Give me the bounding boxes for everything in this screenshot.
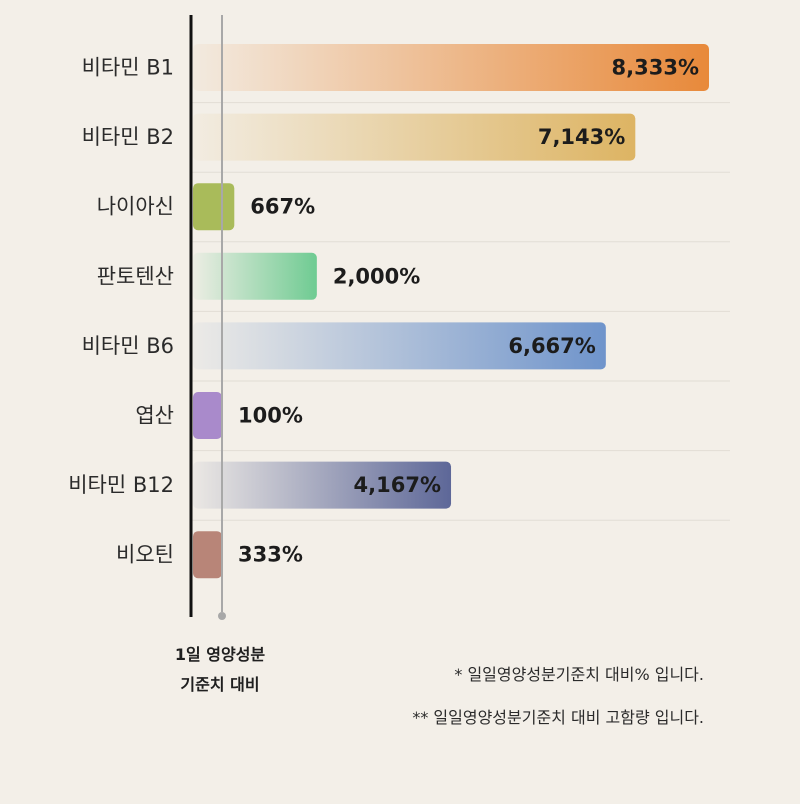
footnote-1: * 일일영양성분기준치 대비% 입니다. — [454, 665, 704, 684]
value-label: 7,143% — [538, 125, 625, 149]
bar-1 — [193, 44, 709, 91]
category-label: 비타민 B1 — [82, 56, 174, 80]
category-label: 판토텐산 — [97, 264, 174, 288]
bar-3 — [193, 183, 235, 231]
reference-line-label: 1일 영양성분 기준치 대비 — [150, 640, 290, 700]
value-label: 667% — [250, 195, 315, 219]
bar-7 — [193, 461, 452, 509]
bar-8 — [193, 531, 222, 579]
category-label: 엽산 — [135, 404, 174, 428]
value-label: 100% — [238, 404, 303, 428]
footnote-2: ** 일일영양성분기준치 대비 고함량 입니다. — [412, 708, 704, 727]
value-label: 2,000% — [333, 264, 420, 288]
bar-6 — [193, 392, 222, 439]
category-label: 비타민 B2 — [82, 125, 174, 149]
bar-5 — [193, 322, 606, 370]
value-label: 8,333% — [612, 56, 699, 80]
category-label: 비타민 B12 — [68, 473, 174, 497]
value-label: 333% — [238, 543, 303, 567]
reference-line-dot — [218, 612, 226, 620]
value-label: 6,667% — [508, 334, 595, 358]
category-label: 비오틴 — [116, 543, 174, 567]
category-label: 비타민 B6 — [82, 334, 174, 358]
value-label: 4,167% — [354, 473, 441, 497]
reference-label-line1: 1일 영양성분 — [174, 645, 266, 664]
reference-label-line2: 기준치 대비 — [180, 675, 260, 694]
bar-2 — [193, 113, 636, 161]
category-label: 나이아신 — [97, 195, 174, 219]
bar-4 — [193, 252, 317, 300]
